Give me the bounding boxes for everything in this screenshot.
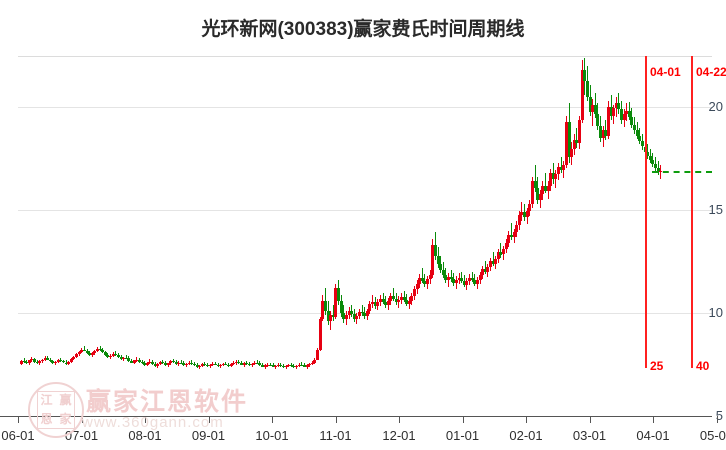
x-axis-tick-11-01: 11-01 — [319, 428, 352, 443]
x-axis-tick — [653, 416, 654, 423]
x-axis-tick — [335, 416, 337, 423]
x-axis-tick-04-01: 04-01 — [636, 428, 670, 443]
x-axis-tick-01-01: 01-01 — [445, 428, 480, 443]
x-axis-tick-08-01: 08-01 — [128, 428, 162, 443]
y-axis-tick-20: 20 — [708, 99, 723, 115]
page-title: 光环新网(300383)赢家费氏时间周期线 — [201, 19, 525, 40]
x-axis-tick — [145, 416, 146, 423]
y-axis-tick-10: 10 — [708, 305, 723, 321]
x-axis-tick — [399, 416, 400, 423]
x-axis-tick — [716, 416, 718, 423]
x-axis-tick-05-01: 05-01 — [699, 428, 726, 443]
x-axis-tick — [208, 416, 210, 423]
x-axis-tick — [526, 416, 527, 423]
fib-cycle-number-label-40: 40 — [696, 359, 710, 373]
fib-cycle-line-25[interactable] — [645, 56, 647, 368]
x-axis-tick-10-01: 10-01 — [255, 428, 289, 443]
x-axis-tick-09-01: 09-01 — [191, 428, 226, 443]
gridline-20 — [18, 107, 712, 109]
x-axis-tick — [272, 416, 273, 423]
x-axis-tick — [589, 416, 591, 423]
x-axis-tick-03-01: 03-01 — [572, 428, 607, 443]
watermark-seal-icon: 江 赢 恩 家 — [28, 382, 84, 438]
watermark-brand: 赢家江恩软件 — [86, 388, 249, 416]
x-axis-line — [0, 416, 712, 417]
x-axis-tick-12-01: 12-01 — [382, 428, 416, 443]
gridline-15 — [18, 210, 712, 212]
x-axis-tick — [462, 416, 464, 423]
fib-cycle-line-40[interactable] — [691, 56, 693, 368]
y-axis-tick-15: 15 — [708, 202, 723, 218]
fib-cycle-number-label-25: 25 — [650, 359, 664, 373]
watermark-url: www.360gann.com — [82, 414, 224, 431]
x-axis-tick-02-01: 02-01 — [509, 428, 543, 443]
x-axis-tick-06-01: 06-01 — [1, 428, 35, 443]
price-level-dashed-line — [652, 171, 712, 174]
fib-cycle-date-label-25: 04-01 — [650, 65, 681, 79]
x-axis-tick — [18, 416, 19, 423]
fib-cycle-date-label-40: 04-22 — [696, 65, 726, 79]
chart-plot-area — [18, 56, 712, 416]
plot-top-border — [18, 56, 712, 57]
y-axis-tick-5: 5 — [715, 408, 723, 423]
